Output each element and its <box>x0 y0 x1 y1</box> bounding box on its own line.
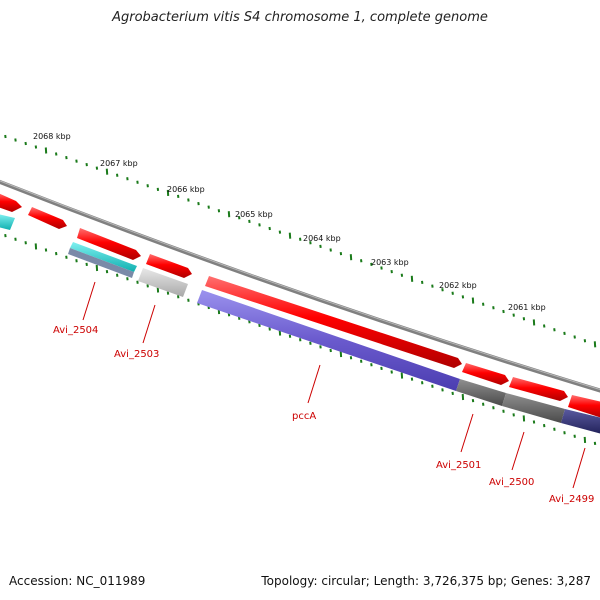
gene-arrow <box>28 207 67 229</box>
kbp-label: 2062 kbp <box>439 281 477 290</box>
kbp-label: 2067 kbp <box>100 159 138 168</box>
gene-arrow <box>205 276 462 368</box>
pccA-gene <box>197 290 460 391</box>
cyan-feature <box>0 214 15 230</box>
gene-arrow <box>568 395 600 418</box>
leader-line <box>511 431 525 471</box>
leader-line <box>460 413 474 453</box>
gene-label: Avi_2499 <box>549 494 594 505</box>
leader-line <box>572 447 586 489</box>
gene-arrow <box>462 363 509 385</box>
gene-label: pccA <box>292 411 316 422</box>
gene-label: Avi_2500 <box>489 477 534 488</box>
leader-line <box>142 304 156 344</box>
dark-feature <box>502 393 565 423</box>
kbp-label: 2068 kbp <box>33 132 71 141</box>
cyan-feature <box>70 242 137 272</box>
forward-strand-genes <box>0 193 600 418</box>
map-title: Agrobacterium vitis S4 chromosome 1, com… <box>112 10 488 25</box>
gene-arrow <box>0 193 22 212</box>
gene-label: Avi_2501 <box>436 460 481 471</box>
outer-tick-row <box>4 134 597 348</box>
accession-text: Accession: NC_011989 <box>9 574 146 588</box>
genome-backbone <box>0 179 600 393</box>
kbp-labels: 2068 kbp 2067 kbp 2066 kbp 2065 kbp 2064… <box>33 132 546 312</box>
grey-feature <box>138 268 188 297</box>
gene-label: Avi_2503 <box>114 349 159 360</box>
kbp-label: 2064 kbp <box>303 234 341 243</box>
gene-arrow <box>77 228 141 260</box>
kbp-label: 2063 kbp <box>371 258 409 267</box>
leader-line <box>82 281 96 321</box>
inner-tick-row <box>4 233 597 446</box>
topology-text: Topology: circular; Length: 3,726,375 bp… <box>261 574 591 588</box>
leader-line <box>307 364 321 404</box>
kbp-label: 2066 kbp <box>167 185 205 194</box>
genome-backbone-highlight <box>0 180 600 391</box>
navy-feature <box>561 409 600 434</box>
kbp-label: 2065 kbp <box>235 210 273 219</box>
gene-arrow <box>509 377 568 401</box>
reverse-strand-genes <box>0 214 600 434</box>
gene-arrow <box>146 254 192 278</box>
grey-feature <box>68 248 134 278</box>
kbp-label: 2061 kbp <box>508 303 546 312</box>
gene-label: Avi_2504 <box>53 325 98 336</box>
label-leaders <box>82 281 586 489</box>
dark-feature <box>456 379 506 406</box>
gene-labels: Avi_2504 Avi_2503 pccA Avi_2501 Avi_2500… <box>53 325 594 505</box>
